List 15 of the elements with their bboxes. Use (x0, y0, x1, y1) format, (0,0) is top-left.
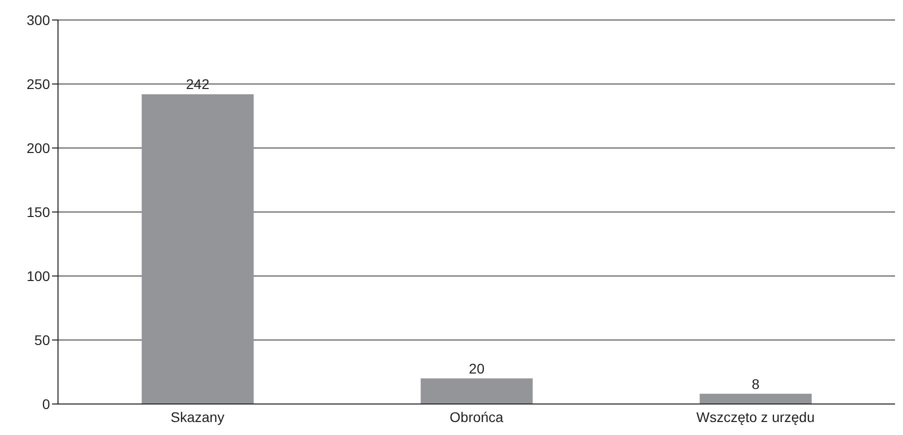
y-tick-label: 250 (26, 76, 50, 92)
data-label: 8 (752, 376, 760, 392)
data-label: 20 (468, 360, 485, 376)
y-tick-label: 300 (26, 12, 50, 28)
y-tick-label: 150 (26, 204, 50, 220)
x-tick-label: Obrońca (450, 408, 504, 425)
x-tick-label: Wszczęto z urzędu (696, 408, 815, 425)
y-tick-label: 50 (34, 332, 50, 348)
y-tick-label: 100 (26, 268, 50, 284)
y-tick-label: 200 (26, 140, 50, 156)
bar (420, 378, 533, 404)
y-tick-label: 0 (42, 396, 50, 412)
bar (700, 394, 812, 404)
bar (142, 94, 254, 404)
x-tick-label: Skazany (170, 408, 224, 425)
